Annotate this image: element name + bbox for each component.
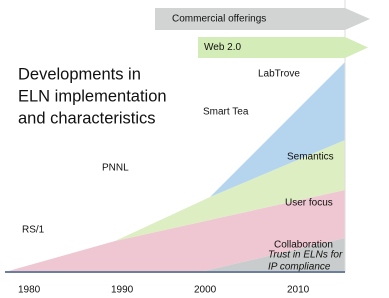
arrow-label: Commercial offerings <box>172 14 266 25</box>
milestone: RS/1 <box>22 225 45 236</box>
axis-label: 1990 <box>111 285 134 296</box>
axis-label: 1980 <box>18 285 41 296</box>
layer-label: Collaboration <box>274 240 333 251</box>
milestone: Smart Tea <box>203 107 249 118</box>
title: ELN implementation <box>18 87 167 105</box>
axis-label: 2000 <box>194 285 217 296</box>
title: Developments in <box>18 65 141 83</box>
layer-label: Semantics <box>287 152 334 163</box>
commercial-arrow <box>155 8 370 30</box>
arrow-label: Web 2.0 <box>204 42 241 53</box>
layer-label: User focus <box>285 198 333 209</box>
semantics-area <box>210 62 345 197</box>
layer-label: Trust in ELNs for <box>268 250 343 261</box>
milestone: LabTrove <box>258 69 300 80</box>
axis-label: 2010 <box>287 285 310 296</box>
layer-label: IP compliance <box>268 262 331 273</box>
collaboration-area <box>5 190 345 272</box>
milestone: PNNL <box>102 163 129 174</box>
title: and characteristics <box>18 109 156 127</box>
web-arrow <box>198 37 368 58</box>
user-focus-area <box>115 140 345 241</box>
